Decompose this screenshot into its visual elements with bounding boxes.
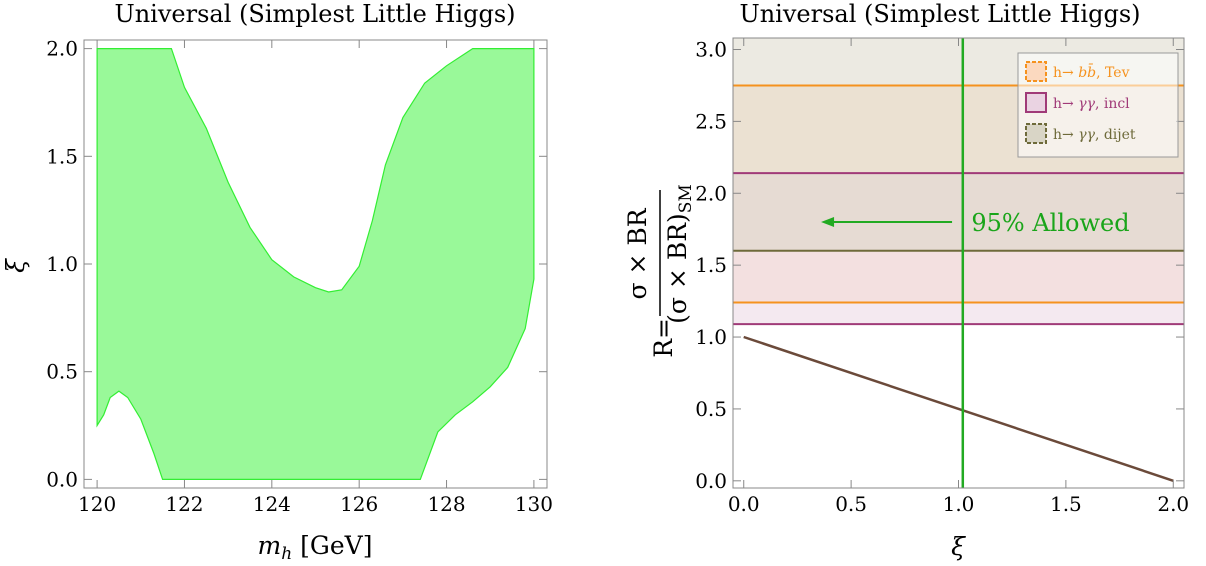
left-x-ticks: 120 122 124 126 128 130 — [78, 40, 553, 516]
right-x-tick-label: 1.5 — [1050, 492, 1082, 516]
left-x-tick-label: 126 — [340, 492, 378, 516]
legend-swatch-2 — [1025, 92, 1047, 113]
right-y-tick-label: 3.0 — [695, 38, 727, 62]
legend-swatch-3 — [1025, 123, 1047, 144]
legend-swatch-1 — [1025, 61, 1047, 82]
right-y-tick-label: 0.0 — [695, 469, 727, 493]
right-x-axis-label: ξ — [951, 532, 966, 561]
left-y-tick-label: 2.0 — [46, 37, 78, 61]
allowed-region — [96, 47, 535, 480]
left-x-tick-label: 122 — [165, 492, 203, 516]
legend-label-1: h→ bb̄, Tev — [1053, 63, 1130, 81]
right-x-ticks: 0.0 0.5 1.0 1.5 2.0 — [728, 38, 1189, 516]
right-y-tick-label: 2.5 — [695, 109, 727, 133]
right-y-ticks: 0.0 0.5 1.0 1.5 2.0 2.5 3.0 — [695, 38, 1184, 493]
right-chart-title: Universal (Simplest Little Higgs) — [739, 0, 1140, 28]
chart-right: Universal (Simplest Little Higgs) 0.0 0.5… — [623, 0, 1189, 561]
left-x-tick-label: 130 — [515, 492, 553, 516]
legend-label-3: h→ γγ, dijet — [1053, 127, 1136, 143]
prediction-line — [743, 335, 1174, 482]
legend: h→ bb̄, Tev h→ γγ, incl h→ γγ, dijet — [1017, 52, 1179, 158]
left-x-tick-label: 124 — [253, 492, 291, 516]
right-y-axis-label: R= σ × BR (σ × BR)SM — [623, 184, 696, 358]
allowed-annotation: 95% Allowed — [971, 209, 1129, 237]
right-y-tick-label: 2.0 — [695, 181, 727, 205]
left-y-tick-label: 1.0 — [46, 252, 78, 276]
right-y-tick-label: 0.5 — [695, 397, 727, 421]
legend-label-2: h→ γγ, incl — [1053, 96, 1130, 112]
right-x-tick-label: 1.0 — [943, 492, 975, 516]
left-y-tick-label: 1.5 — [46, 144, 78, 168]
right-y-tick-label: 1.0 — [695, 325, 727, 349]
right-y-label-denominator: (σ × BR)SM — [663, 184, 696, 324]
right-x-tick-label: 0.0 — [728, 492, 760, 516]
left-y-tick-label: 0.0 — [46, 467, 78, 491]
left-chart-title: Universal (Simplest Little Higgs) — [114, 0, 515, 28]
left-x-tick-label: 128 — [427, 492, 465, 516]
left-x-axis-label: mh [GeV] — [258, 531, 373, 564]
allowed-arrow-head — [821, 217, 835, 228]
chart-left: Universal (Simplest Little Higgs) 120 122… — [1, 0, 553, 564]
left-x-tick-label: 120 — [78, 492, 116, 516]
left-y-tick-label: 0.5 — [46, 360, 78, 384]
left-y-ticks: 0.0 0.5 1.0 1.5 2.0 — [46, 37, 547, 491]
right-y-tick-label: 1.5 — [695, 253, 727, 277]
right-x-tick-label: 2.0 — [1157, 492, 1189, 516]
left-y-axis-label: ξ — [1, 258, 30, 273]
right-y-label-prefix: R= — [649, 318, 678, 358]
left-plot-content — [96, 47, 535, 480]
right-x-tick-label: 0.5 — [835, 492, 867, 516]
right-y-label-numerator: σ × BR — [623, 207, 652, 299]
